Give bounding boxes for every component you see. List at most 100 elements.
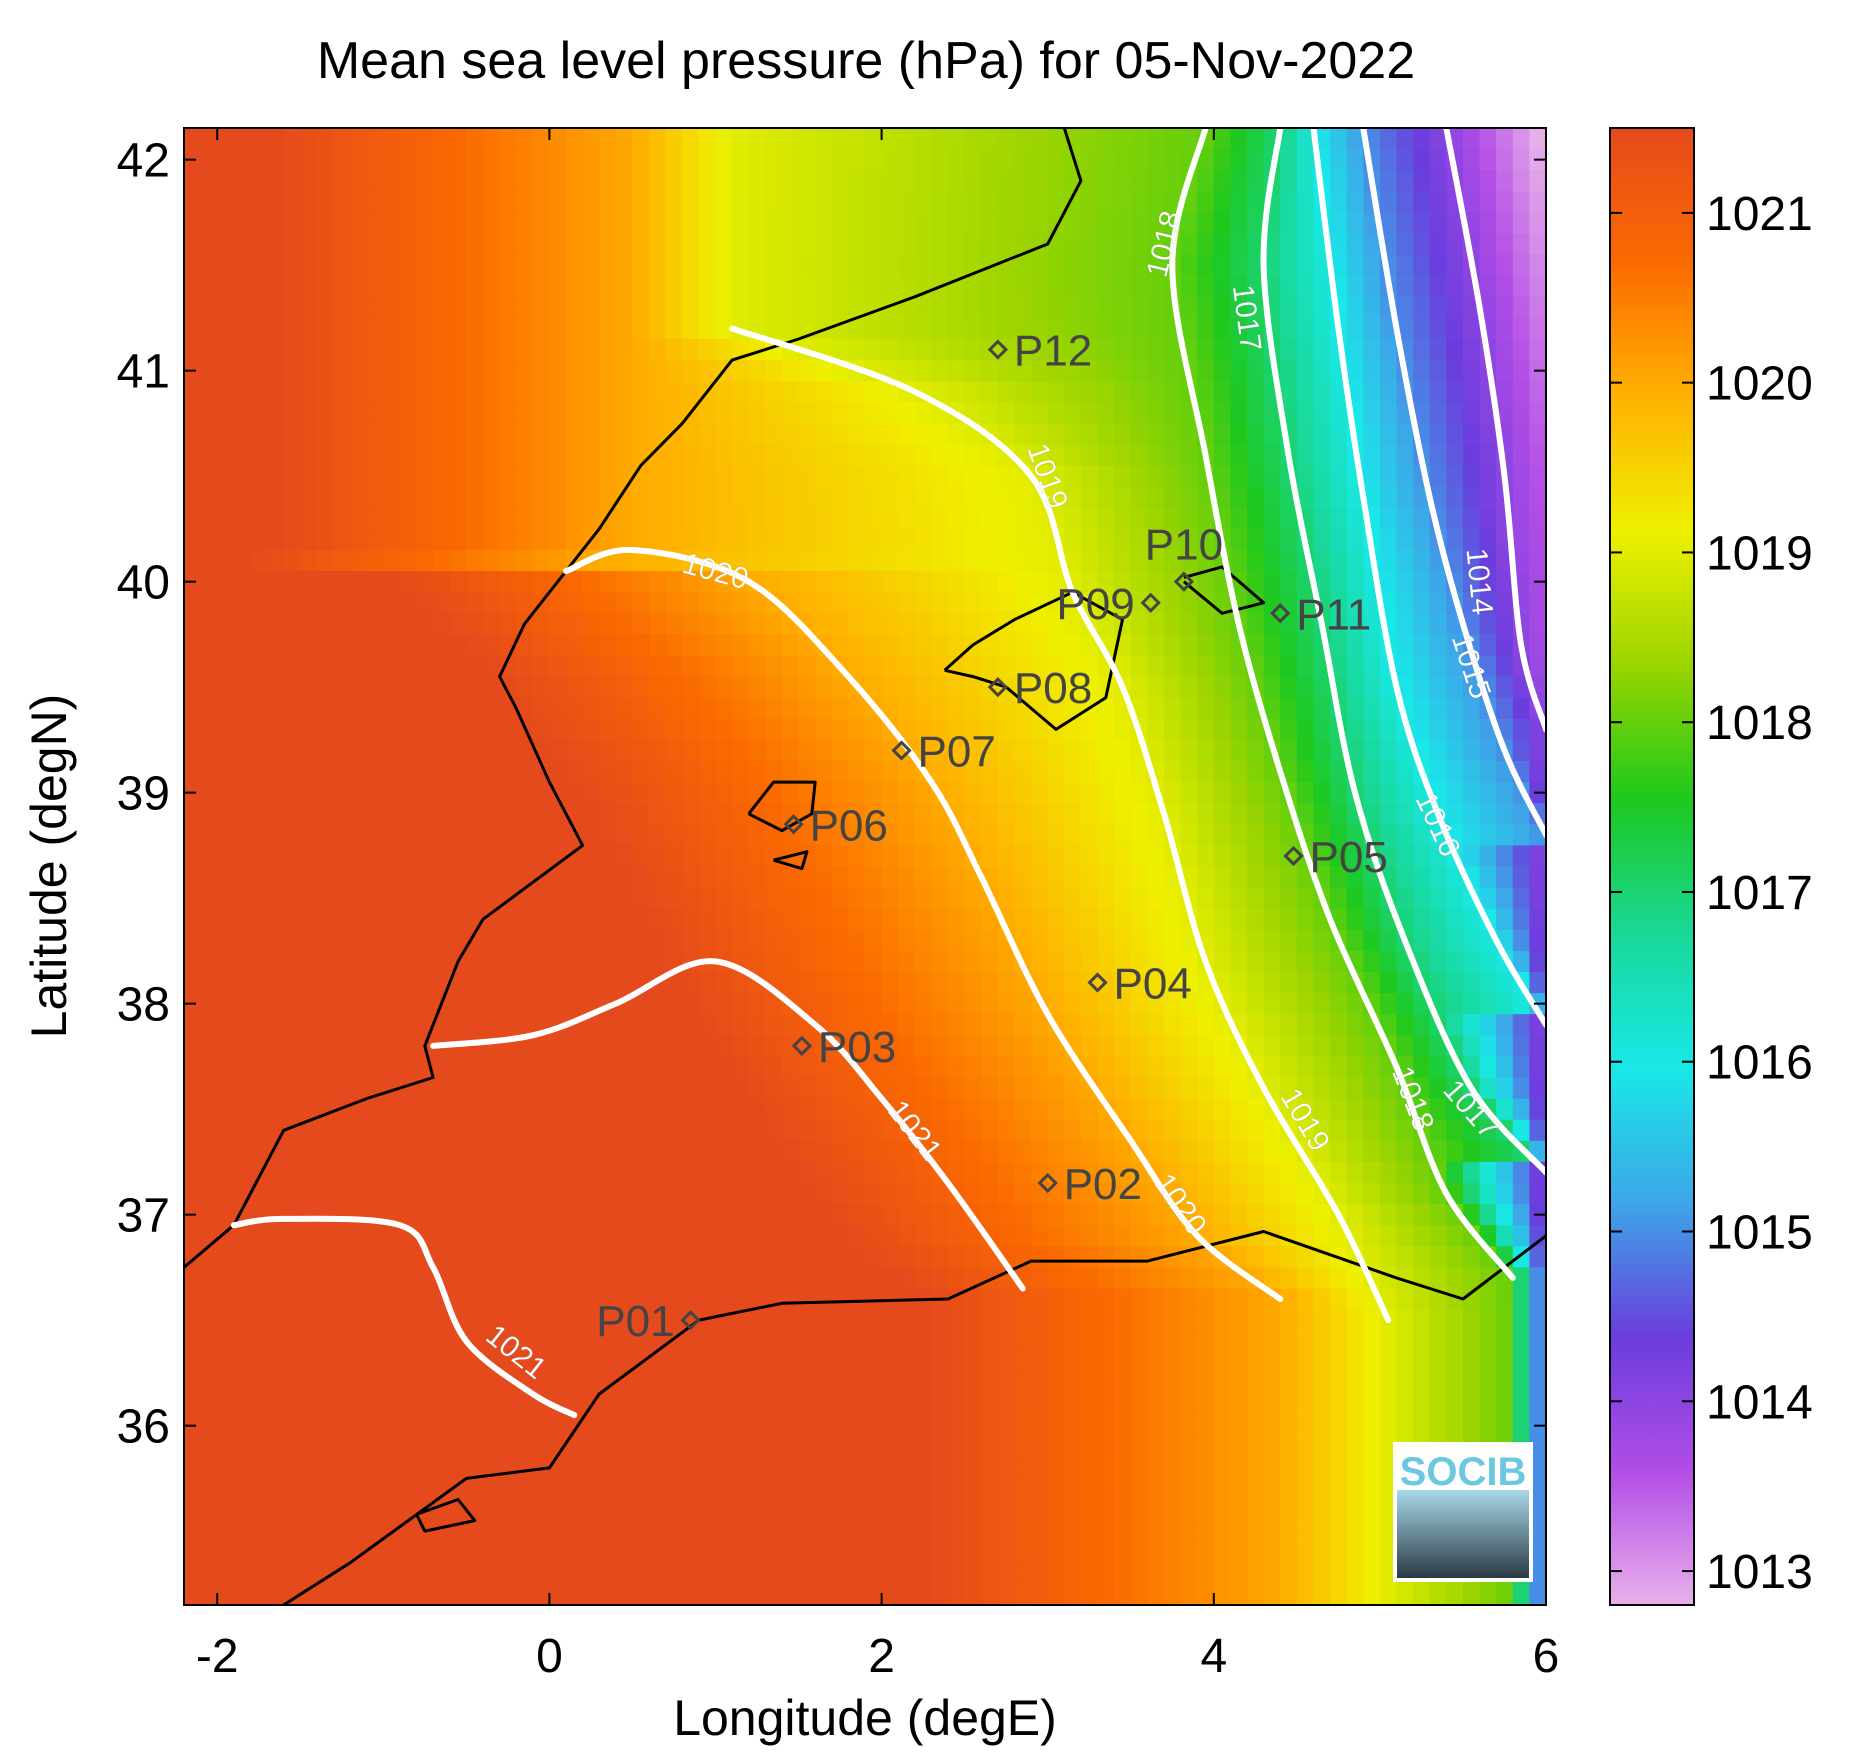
- pressure-cell-33-65: [1263, 824, 1282, 847]
- pressure-cell-23-12: [383, 613, 401, 636]
- pressure-cell-56-27: [632, 1309, 650, 1332]
- pressure-cell-10-17: [466, 339, 484, 361]
- pressure-cell-9-46: [948, 317, 966, 340]
- pressure-cell-46-63: [1230, 1098, 1248, 1121]
- pressure-cell-25-75: [1429, 655, 1448, 678]
- pressure-cell-31-51: [1031, 782, 1049, 804]
- pressure-cell-26-18: [482, 676, 501, 699]
- pressure-cell-46-19: [499, 1098, 517, 1121]
- pressure-cell-3-1: [200, 191, 219, 214]
- pressure-cell-19-63: [1230, 528, 1248, 551]
- pressure-cell-28-2: [217, 718, 235, 741]
- pressure-cell-40-44: [914, 972, 933, 994]
- pressure-cell-32-61: [1197, 803, 1215, 826]
- pressure-cell-1-25: [599, 149, 617, 171]
- pressure-cell-4-50: [1014, 212, 1032, 235]
- pressure-cell-8-28: [649, 296, 667, 319]
- pressure-cell-57-67: [1296, 1330, 1315, 1353]
- pressure-cell-39-46: [948, 950, 966, 973]
- pressure-cell-37-3: [233, 908, 252, 931]
- pressure-cell-39-35: [765, 950, 783, 973]
- pressure-cell-6-17: [466, 254, 484, 277]
- pressure-cell-18-37: [798, 507, 816, 530]
- pressure-cell-46-6: [283, 1098, 302, 1121]
- pressure-cell-59-41: [865, 1372, 883, 1395]
- pressure-cell-45-62: [1213, 1077, 1232, 1100]
- pressure-cell-14-45: [931, 423, 949, 446]
- pressure-cell-30-17: [466, 761, 484, 783]
- pressure-cell-28-38: [815, 718, 833, 741]
- pressure-cell-49-15: [433, 1161, 451, 1184]
- pressure-cell-33-18: [482, 824, 501, 847]
- pressure-cell-57-2: [217, 1330, 235, 1353]
- pressure-cell-51-66: [1280, 1204, 1298, 1226]
- pressure-cell-41-5: [267, 993, 285, 1015]
- pressure-cell-56-17: [466, 1309, 484, 1332]
- pressure-cell-49-78: [1479, 1161, 1497, 1184]
- pressure-cell-29-1: [200, 739, 219, 762]
- pressure-cell-29-4: [250, 739, 268, 762]
- pressure-cell-48-75: [1429, 1140, 1448, 1163]
- pressure-cell-37-22: [549, 908, 567, 931]
- pressure-cell-43-1: [200, 1035, 219, 1058]
- pressure-cell-47-54: [1080, 1119, 1099, 1142]
- pressure-cell-59-49: [997, 1372, 1016, 1395]
- pressure-cell-20-4: [250, 550, 268, 572]
- pressure-cell-24-23: [566, 634, 584, 657]
- pressure-cell-0-28: [649, 128, 667, 150]
- pressure-cell-40-76: [1446, 972, 1464, 994]
- pressure-cell-1-34: [748, 149, 767, 171]
- pressure-cell-39-18: [482, 950, 501, 973]
- pressure-cell-30-10: [350, 761, 368, 783]
- pressure-cell-26-9: [333, 676, 351, 699]
- pressure-cell-37-71: [1363, 908, 1381, 931]
- pressure-cell-7-31: [698, 275, 717, 298]
- pressure-cell-19-65: [1263, 528, 1282, 551]
- pressure-cell-47-52: [1047, 1119, 1066, 1142]
- pressure-cell-20-22: [549, 550, 567, 572]
- pressure-cell-26-75: [1429, 676, 1448, 699]
- pressure-cell-54-77: [1462, 1267, 1481, 1290]
- pressure-cell-46-3: [233, 1098, 252, 1121]
- pressure-cell-10-54: [1080, 339, 1099, 361]
- pressure-cell-27-21: [532, 697, 551, 720]
- pressure-cell-39-38: [815, 950, 833, 973]
- pressure-cell-0-26: [615, 128, 634, 150]
- pressure-cell-9-43: [898, 317, 916, 340]
- pressure-cell-43-73: [1396, 1035, 1414, 1058]
- pressure-cell-11-64: [1247, 360, 1265, 382]
- pressure-cell-44-47: [964, 1056, 983, 1079]
- pressure-cell-49-32: [715, 1161, 733, 1184]
- pressure-cell-1-30: [682, 149, 700, 171]
- pressure-cell-56-73: [1396, 1309, 1414, 1332]
- pressure-cell-14-23: [566, 423, 584, 446]
- pressure-cell-19-48: [981, 528, 999, 551]
- pressure-cell-6-81: [1529, 254, 1546, 277]
- pressure-cell-31-36: [781, 782, 800, 804]
- pressure-cell-11-3: [233, 360, 252, 382]
- pressure-cell-59-15: [433, 1372, 451, 1395]
- pressure-cell-36-4: [250, 887, 268, 910]
- pressure-cell-18-29: [665, 507, 684, 530]
- pressure-cell-16-42: [881, 465, 900, 488]
- pressure-cell-13-22: [549, 402, 567, 425]
- pressure-cell-32-13: [399, 803, 418, 826]
- pressure-cell-31-44: [914, 782, 933, 804]
- pressure-cell-26-54: [1080, 676, 1099, 699]
- pressure-cell-1-3: [233, 149, 252, 171]
- pressure-cell-2-29: [665, 170, 684, 193]
- pressure-cell-11-8: [316, 360, 335, 382]
- pressure-cell-58-72: [1379, 1351, 1398, 1374]
- pressure-cell-32-53: [1064, 803, 1082, 826]
- pressure-cell-46-72: [1379, 1098, 1398, 1121]
- pressure-cell-58-58: [1147, 1351, 1165, 1374]
- pressure-cell-22-18: [482, 592, 501, 615]
- pressure-cell-41-52: [1047, 993, 1066, 1015]
- pressure-cell-18-78: [1479, 507, 1497, 530]
- pressure-cell-10-8: [316, 339, 335, 361]
- pressure-cell-60-57: [1130, 1394, 1149, 1416]
- pressure-cell-22-39: [831, 592, 850, 615]
- pressure-cell-11-37: [798, 360, 816, 382]
- map-area: 1014101510161017101710181018101910191020…: [184, 128, 1546, 1605]
- pressure-cell-59-9: [333, 1372, 351, 1395]
